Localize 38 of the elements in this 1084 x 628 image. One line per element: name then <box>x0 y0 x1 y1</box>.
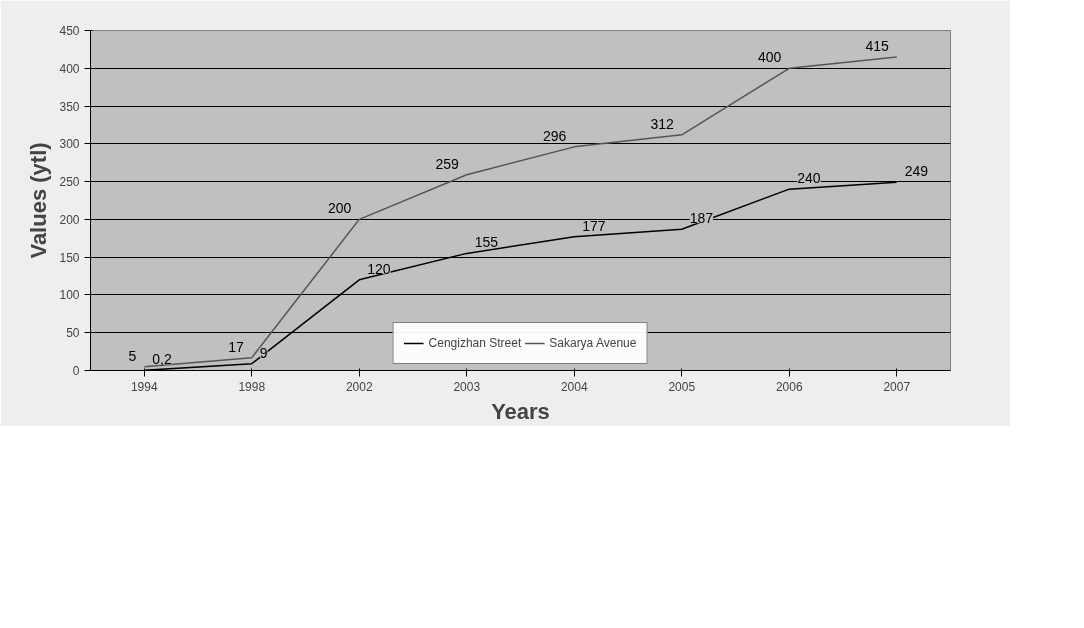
data-label: 259 <box>435 155 459 172</box>
x-tick-label: 2005 <box>668 379 696 394</box>
data-label: 177 <box>582 217 606 234</box>
y-axis-title: Values (ytl) <box>26 142 52 259</box>
y-tick-label: 150 <box>59 250 80 265</box>
data-label: 120 <box>367 260 391 277</box>
y-tick-label: 200 <box>59 212 80 227</box>
x-axis-title: Years <box>491 398 550 424</box>
data-label: 187 <box>689 210 714 227</box>
legend-label: Cengizhan Street <box>428 336 522 350</box>
data-label: 5 <box>128 347 137 364</box>
data-label: 400 <box>757 49 782 66</box>
legend-label: Sakarya Avenue <box>549 336 637 350</box>
x-tick-label: 2003 <box>453 379 481 394</box>
data-label: 155 <box>474 234 499 251</box>
y-tick-label: 300 <box>59 137 80 152</box>
data-label: 9 <box>259 344 268 361</box>
x-tick-label: 1998 <box>238 379 266 394</box>
y-tick-label: 50 <box>66 326 80 341</box>
x-tick-label: 2007 <box>883 379 911 394</box>
data-label: 200 <box>327 200 352 217</box>
data-label: 312 <box>650 115 674 132</box>
y-tick-label: 250 <box>59 175 80 190</box>
data-label: 249 <box>904 163 929 180</box>
y-tick-label: 450 <box>59 24 80 38</box>
y-tick-label: 350 <box>59 99 80 114</box>
data-label: 296 <box>542 127 567 144</box>
x-tick-label: 2004 <box>560 379 588 394</box>
y-tick-label: 400 <box>59 61 80 76</box>
data-label: 415 <box>865 37 889 54</box>
data-label: 17 <box>228 338 244 355</box>
data-label: 240 <box>797 170 821 187</box>
x-tick-label: 2002 <box>345 379 373 394</box>
x-tick-label: 2006 <box>775 379 803 394</box>
data-label: 0,2 <box>152 351 172 368</box>
x-tick-label: 1994 <box>130 379 158 394</box>
y-tick-label: 0 <box>72 364 80 378</box>
y-tick-label: 100 <box>59 288 80 303</box>
